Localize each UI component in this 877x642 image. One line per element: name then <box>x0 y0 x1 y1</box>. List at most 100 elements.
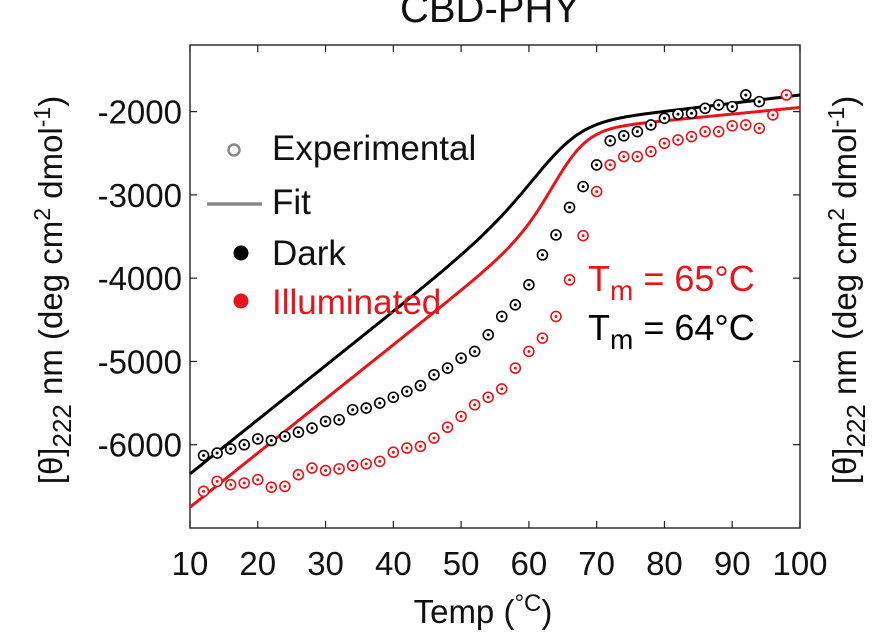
point-dot <box>269 485 273 489</box>
data-point-illuminated <box>495 383 508 395</box>
data-point-illuminated <box>265 481 278 493</box>
tm-illuminated-sub: m <box>610 275 633 306</box>
point-dot <box>256 478 260 482</box>
x-tick-label: 70 <box>578 545 615 582</box>
point-dot <box>662 116 666 120</box>
data-point-illuminated <box>319 464 332 477</box>
x-tick-label: 40 <box>375 545 412 582</box>
data-point-dark <box>604 134 617 147</box>
data-point-dark <box>645 119 657 131</box>
data-point-illuminated <box>360 458 373 470</box>
point-dot <box>622 134 626 138</box>
fit-curves <box>189 93 801 509</box>
x-tick-label: 50 <box>443 545 480 582</box>
x-tick-label: 60 <box>511 545 548 582</box>
data-point-illuminated <box>767 109 779 121</box>
point-dot <box>256 437 260 441</box>
data-point-illuminated <box>224 478 237 491</box>
legend-illuminated-label: Illuminated <box>272 283 441 322</box>
point-dot <box>364 462 368 466</box>
data-point-illuminated <box>577 229 589 242</box>
data-point-illuminated <box>604 159 617 171</box>
data-point-dark <box>455 352 467 364</box>
point-dot <box>473 403 477 407</box>
legend-experimental-label: Experimental <box>272 129 476 168</box>
data-point-dark <box>441 362 454 374</box>
y-tick-label: -2000 <box>98 94 182 131</box>
data-point-illuminated <box>346 459 359 472</box>
point-dot <box>459 356 463 360</box>
data-point-illuminated <box>672 134 684 146</box>
data-point-dark <box>346 403 359 416</box>
point-dot <box>310 466 314 470</box>
data-point-illuminated <box>428 432 440 444</box>
point-dot <box>351 464 355 468</box>
point-dot <box>662 141 666 145</box>
point-dot <box>283 434 287 438</box>
data-point-illuminated <box>712 125 725 138</box>
data-point-dark <box>360 402 373 414</box>
point-dot <box>744 123 748 127</box>
data-point-dark <box>536 249 549 261</box>
data-point-illuminated <box>590 185 603 198</box>
data-point-illuminated <box>658 137 671 150</box>
point-dot <box>229 483 233 487</box>
point-dot <box>296 430 300 434</box>
x-tick-label: 100 <box>772 545 827 582</box>
data-point-dark <box>753 95 766 108</box>
point-dot <box>324 419 328 423</box>
data-point-illuminated <box>441 421 454 434</box>
x-tick-label: 80 <box>646 545 683 582</box>
point-dot <box>608 163 612 167</box>
y-tick-label: -4000 <box>98 260 182 297</box>
point-dot <box>527 283 531 287</box>
point-dot <box>378 459 382 463</box>
data-point-dark <box>387 391 400 404</box>
point-dot <box>215 479 219 483</box>
data-point-dark <box>414 379 427 392</box>
y-tick-label: -5000 <box>98 343 182 380</box>
data-point-dark <box>306 422 318 434</box>
point-dot <box>351 408 355 412</box>
tm-illuminated-prefix: T <box>588 258 610 299</box>
point-dot <box>500 314 504 318</box>
point-dot <box>568 205 572 209</box>
data-point-illuminated <box>550 310 562 323</box>
point-dot <box>405 389 409 393</box>
point-dot <box>622 155 626 159</box>
point-dot <box>242 443 246 447</box>
point-dot <box>242 481 246 485</box>
data-point-illuminated <box>685 130 698 143</box>
x-axis-ticks: 10 20 30 40 50 60 70 80 90 100 <box>172 45 828 582</box>
point-dot <box>215 451 219 455</box>
data-point-illuminated <box>279 480 291 493</box>
tm-dark-sub: m <box>610 324 633 355</box>
data-point-dark <box>238 438 251 451</box>
data-point-dark <box>211 447 223 459</box>
point-dot <box>581 185 585 189</box>
point-dot <box>703 106 707 110</box>
point-dot <box>690 135 694 139</box>
point-dot <box>717 103 721 107</box>
data-points <box>197 89 793 498</box>
data-point-dark <box>712 99 725 111</box>
data-point-illuminated <box>536 332 549 344</box>
point-dot <box>757 100 761 104</box>
data-point-illuminated <box>455 410 467 423</box>
data-point-illuminated <box>292 468 305 481</box>
point-dot <box>784 93 788 97</box>
data-point-dark <box>577 180 589 193</box>
point-dot <box>405 446 409 450</box>
data-point-illuminated <box>645 145 657 158</box>
legend-experimental-marker <box>227 143 241 157</box>
data-point-dark <box>265 434 278 447</box>
data-point-dark <box>672 108 684 120</box>
point-dot <box>432 373 436 377</box>
tm-dark-text: = 64°C <box>633 307 754 348</box>
point-dot <box>635 130 639 134</box>
point-dot <box>202 489 206 493</box>
legend-fit-label: Fit <box>272 183 311 222</box>
data-point-illuminated <box>387 446 400 459</box>
data-point-dark <box>333 413 345 426</box>
data-point-illuminated <box>401 442 413 454</box>
